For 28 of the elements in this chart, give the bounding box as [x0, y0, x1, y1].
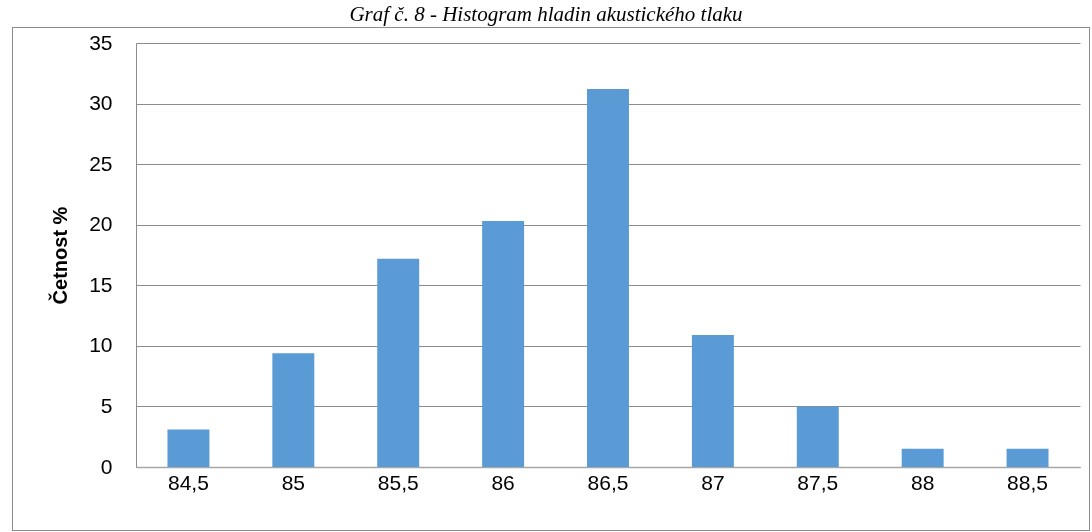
y-tick-label: 25 — [89, 151, 113, 175]
y-tick-label: 5 — [100, 393, 113, 417]
y-tick-label: 10 — [89, 333, 113, 357]
chart-title: Graf č. 8 - Histogram hladin akustického tlaku — [349, 2, 743, 26]
y-tick-label: 0 — [100, 454, 113, 478]
bar — [901, 448, 944, 467]
y-tick-label: 20 — [89, 212, 113, 236]
bar — [482, 221, 525, 467]
x-tick-label: 88,5 — [1007, 470, 1048, 494]
y-tick-label: 35 — [89, 30, 113, 54]
y-axis-title: Četnost % — [48, 206, 72, 305]
x-tick-label: 87,5 — [797, 470, 839, 494]
x-tick-label: 84,5 — [168, 470, 209, 494]
x-tick-label: 85,5 — [377, 470, 419, 494]
x-tick-label: 85 — [281, 470, 306, 494]
bar — [691, 334, 734, 467]
bar — [377, 258, 420, 467]
y-tick-label: 15 — [89, 272, 113, 296]
bar — [587, 89, 629, 467]
bar — [1006, 448, 1049, 467]
x-tick-label: 87 — [701, 470, 725, 494]
bar — [272, 353, 315, 467]
x-tick-label: 86,5 — [587, 470, 629, 494]
bar — [796, 406, 839, 467]
y-tick-label: 30 — [89, 91, 113, 115]
bar — [167, 429, 210, 467]
x-tick-label: 88 — [910, 470, 935, 494]
x-tick-label: 86 — [491, 470, 515, 494]
